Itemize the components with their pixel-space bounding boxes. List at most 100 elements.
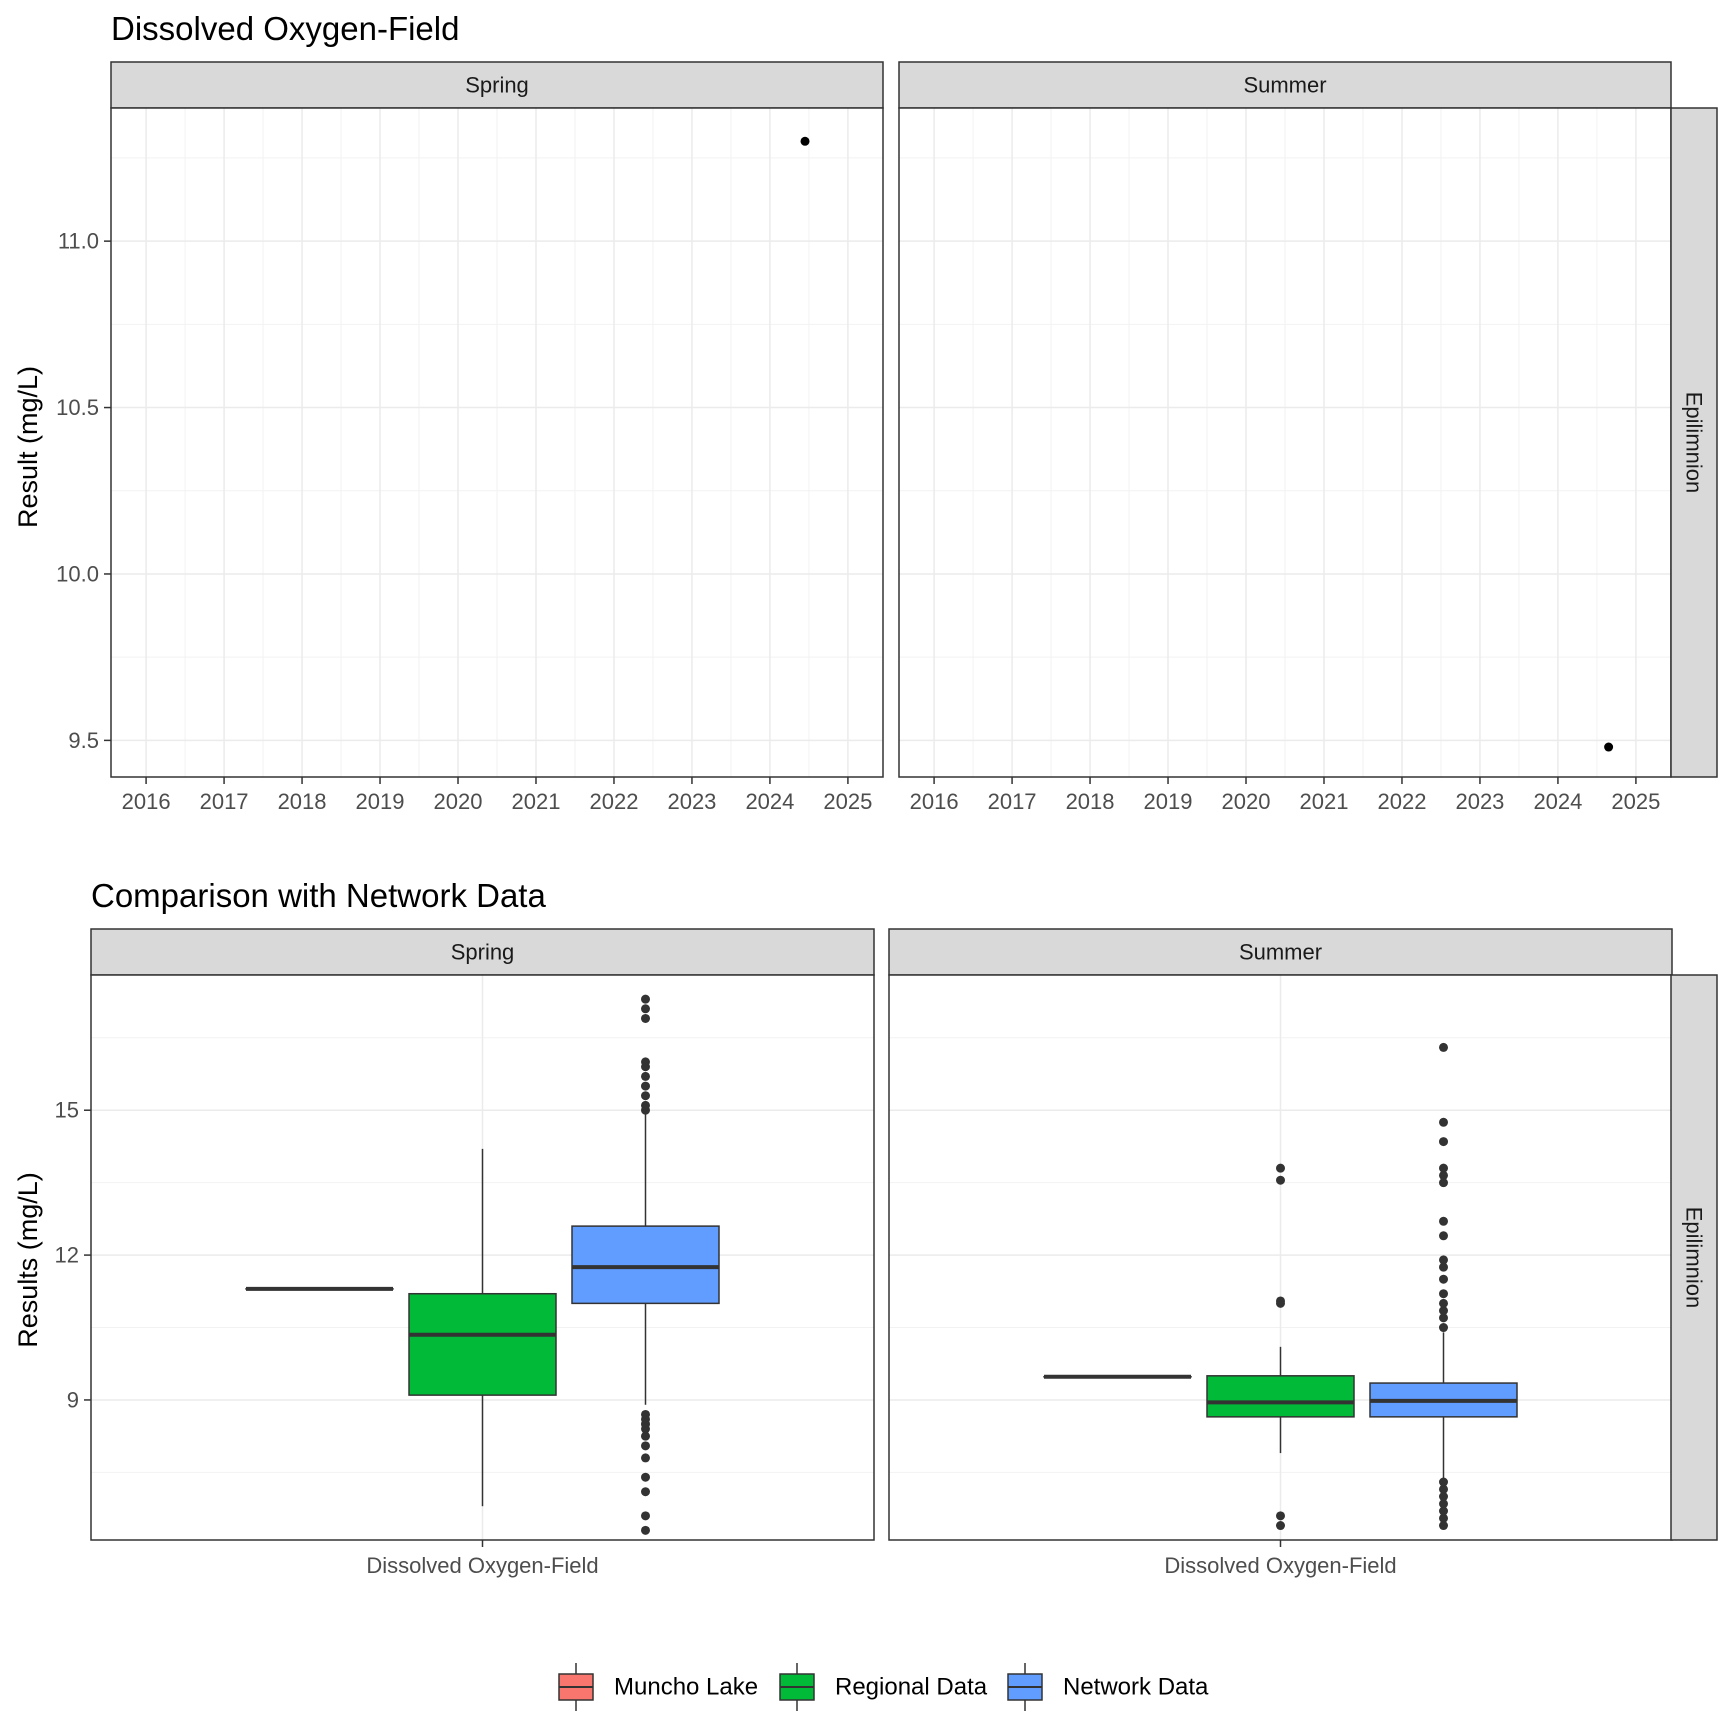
- x-tick-label: 2018: [278, 789, 327, 814]
- facet-strip: [90, 928, 875, 976]
- outlier-point: [641, 1013, 650, 1023]
- y-tick-label: 11.0: [58, 229, 99, 254]
- box-network-data: [571, 994, 720, 1535]
- facet-strip: [110, 61, 884, 109]
- x-tick-label: 2022: [1377, 789, 1426, 814]
- outlier-point: [1439, 1042, 1448, 1052]
- x-tick-label: 2023: [1455, 789, 1504, 814]
- outlier-point: [1439, 1117, 1448, 1127]
- y-tick-label: 15: [55, 1098, 79, 1123]
- panel-border: [110, 107, 884, 778]
- outlier-point: [1439, 1313, 1448, 1323]
- box-iqr: [408, 1292, 557, 1396]
- box-iqr: [571, 1225, 720, 1305]
- outlier-point: [1439, 1231, 1448, 1241]
- outlier-point: [641, 1100, 650, 1110]
- y-tick-label: 9: [67, 1387, 79, 1412]
- outlier-point: [1439, 1499, 1448, 1509]
- outlier-point: [641, 1081, 650, 1091]
- outlier-point: [1276, 1163, 1285, 1173]
- panel-border: [90, 974, 875, 1541]
- outlier-point: [641, 994, 650, 1004]
- y-tick-label: 9.5: [68, 728, 99, 753]
- x-tick-label: 2024: [1533, 789, 1582, 814]
- outlier-point: [641, 1487, 650, 1497]
- outlier-point: [1439, 1170, 1448, 1180]
- facet-strip: [898, 61, 1672, 109]
- outlier-point: [1439, 1262, 1448, 1272]
- outlier-point: [641, 1057, 650, 1067]
- box-regional-data: [408, 1148, 557, 1507]
- row-strip-epilimnion: Epilimnion: [1670, 974, 1718, 1541]
- x-tick-label: Dissolved Oxygen-Field: [366, 1553, 598, 1578]
- facet-panel-spring: Spring 9 12 15 Dissolved Oxygen-Field: [55, 928, 875, 1578]
- outlier-point: [641, 1071, 650, 1081]
- outlier-point: [641, 1525, 650, 1535]
- outlier-point: [1439, 1477, 1448, 1487]
- legend-label: Network Data: [1063, 1674, 1209, 1701]
- facet-strip-label: Summer: [1243, 73, 1326, 98]
- y-tick-label: 12: [55, 1243, 79, 1268]
- x-tick-label: 2020: [434, 789, 483, 814]
- facet-panel-summer: Summer Dissolved Oxygen-Field: [888, 928, 1673, 1578]
- facet-strip-label: Spring: [451, 940, 515, 965]
- y-axis-title: Results (mg/L): [13, 1172, 43, 1348]
- outlier-point: [641, 1441, 650, 1451]
- x-tick-label: 2017: [988, 789, 1037, 814]
- legend-key-muncho-lake: Muncho Lake: [558, 1663, 758, 1711]
- facet-strip: [1670, 974, 1718, 1541]
- outlier-point: [1439, 1323, 1448, 1333]
- facet-strip-label: Summer: [1239, 940, 1322, 965]
- legend-label: Regional Data: [835, 1674, 988, 1701]
- x-tick-label: 2024: [745, 789, 794, 814]
- x-tick-label: 2022: [589, 789, 638, 814]
- facet-panel-spring: Spring 2016 2017 2018 2019 2020 2021 2022 2023 20…: [56, 61, 884, 814]
- outlier-point: [1439, 1306, 1448, 1316]
- outlier-point: [1439, 1255, 1448, 1265]
- outlier-point: [641, 1004, 650, 1014]
- outlier-point: [1439, 1492, 1448, 1502]
- outlier-point: [641, 1472, 650, 1482]
- x-tick-label: 2016: [122, 789, 171, 814]
- facet-panel-summer: Summer 2016 2017 2018 2019 2020 2021 2022 2023 20…: [898, 61, 1672, 814]
- x-tick-label: 2019: [356, 789, 405, 814]
- outlier-point: [1439, 1484, 1448, 1494]
- y-tick-label: 10.5: [56, 395, 99, 420]
- x-tick-label: 2020: [1222, 789, 1271, 814]
- row-strip-epilimnion: Epilimnion: [1670, 107, 1718, 778]
- outlier-point: [641, 1091, 650, 1101]
- x-tick-label: 2016: [910, 789, 959, 814]
- outlier-point: [1439, 1163, 1448, 1173]
- outlier-point: [1276, 1521, 1285, 1531]
- outlier-point: [1439, 1513, 1448, 1523]
- data-point: [1604, 742, 1614, 752]
- outlier-point: [641, 1431, 650, 1441]
- legend-label: Muncho Lake: [614, 1674, 758, 1701]
- data-point: [800, 136, 810, 146]
- x-tick-label: 2025: [1611, 789, 1660, 814]
- legend: Muncho Lake Regional Data Network Data: [558, 1663, 1209, 1711]
- outlier-point: [1276, 1296, 1285, 1306]
- chart-title: Dissolved Oxygen-Field: [111, 10, 459, 47]
- outlier-point: [1439, 1216, 1448, 1226]
- x-tick-label: 2023: [667, 789, 716, 814]
- outlier-point: [1439, 1274, 1448, 1284]
- outlier-point: [1276, 1511, 1285, 1521]
- outlier-point: [1276, 1175, 1285, 1185]
- x-tick-label: 2025: [823, 789, 872, 814]
- x-tick-label: 2017: [200, 789, 249, 814]
- outlier-point: [1439, 1178, 1448, 1188]
- facet-strip: [1670, 107, 1718, 778]
- facet-strip-label: Epilimnion: [1682, 392, 1707, 494]
- legend-key-regional-data: Regional Data: [779, 1663, 988, 1711]
- outlier-point: [1439, 1506, 1448, 1516]
- facet-strip: [888, 928, 1673, 976]
- outlier-point: [1439, 1137, 1448, 1147]
- outlier-point: [1439, 1298, 1448, 1308]
- box-iqr: [1206, 1375, 1355, 1418]
- facet-strip-label: Spring: [465, 73, 529, 98]
- box-network-data: [1369, 1042, 1518, 1531]
- facet-strip-label: Epilimnion: [1682, 1207, 1707, 1309]
- x-tick-label: 2018: [1066, 789, 1115, 814]
